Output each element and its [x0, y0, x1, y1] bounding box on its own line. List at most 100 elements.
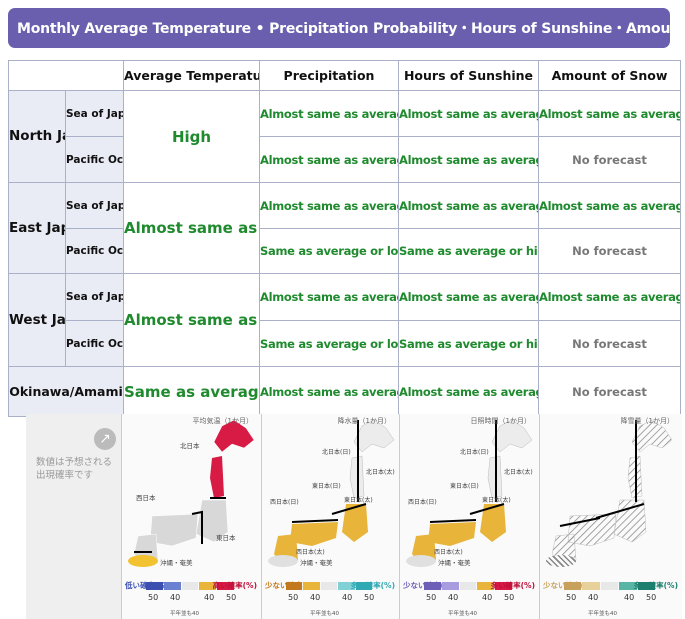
okinawa-marker — [268, 555, 298, 567]
east-pacific-shape — [480, 504, 506, 542]
region-border — [429, 420, 505, 523]
region-north-japan: North Japan — [8, 90, 66, 183]
legend-swatch — [181, 582, 199, 590]
legend-swatch — [564, 582, 582, 590]
col-average-temperature: Average Temperature — [123, 60, 260, 91]
map-title: 平均気温（1か月） — [192, 417, 253, 425]
legend-swatch — [146, 582, 163, 590]
side-label: Pacific Ocean Side — [65, 136, 124, 183]
legend-high: 多い確率(%) — [350, 581, 395, 590]
north-japan-precipitation: Almost same as average — [259, 90, 399, 137]
temperature-map: 平均気温（1か月） 北日本 東日本 西日本 沖縄・奄美 低い確率(%) 50 4… — [122, 414, 262, 619]
okinawa-marker — [406, 555, 436, 567]
tick-label: 40 — [448, 593, 459, 602]
sunshine-legend: 少ない確率(%) 50 40 40 50 多い確率(%) 平年並も40 — [400, 579, 539, 619]
legend-colorbar — [424, 582, 513, 590]
west-pacific-shape — [290, 522, 338, 546]
table-row: West Japan Sea of Japan Side Almost same… — [8, 273, 681, 367]
tick-label: 50 — [288, 593, 299, 602]
west-japan-snow: Almost same as average — [538, 273, 681, 321]
table-row: North Japan Sea of Japan Side High Almos… — [8, 90, 681, 183]
legend-high: 多い確率(%) — [490, 581, 535, 590]
okinawa-snow: No forecast — [538, 366, 681, 417]
legend-swatch — [199, 582, 217, 590]
legend-normal-note: 平年並も40 — [448, 611, 477, 617]
region-border — [134, 497, 226, 553]
map-label-north-j: 北日本(日) — [322, 448, 351, 456]
table-row: Pacific Ocean Side Almost same as averag… — [9, 136, 681, 183]
legend-swatch — [355, 582, 373, 590]
east-pacific-shape — [342, 504, 368, 542]
tick-label: 50 — [646, 593, 657, 602]
side-label: Sea of Japan Side — [65, 273, 124, 321]
map-label-north-p: 北日本(太) — [366, 468, 395, 476]
north-pacific-precipitation: Almost same as average — [259, 136, 399, 183]
banner-title: Monthly Average Temperature • Precipitat… — [17, 21, 670, 37]
map-label-west-j: 西日本(日) — [408, 498, 437, 506]
map-label-west-p: 西日本(太) — [434, 548, 463, 556]
legend-swatch — [495, 582, 512, 590]
north-shape — [631, 419, 673, 453]
legend-swatch — [637, 582, 656, 590]
west-pacific-precipitation: Same as average or low — [259, 320, 399, 367]
snow-map: 降雪量（1か月） 少ない確率(%) 50 40 — [540, 414, 682, 619]
map-note-text: 数値は予想される出現確率です — [36, 457, 113, 481]
expand-arrow-icon[interactable]: ↗ — [94, 428, 116, 450]
east-pacific-precipitation: Same as average or low — [259, 228, 399, 274]
legend-high: 高い確率(%) — [212, 581, 257, 590]
sunshine-map-svg: 北日本(日) 北日本(太) 東日本(日) 東日本(太) 西日本(日) 西日本(太… — [408, 419, 533, 566]
map-title: 降水量（1か月） — [337, 417, 391, 425]
east-temperature: Almost same as average — [123, 182, 260, 274]
west-pacific-sunshine: Same as average or high — [398, 320, 539, 367]
side-label: Pacific Ocean Side — [65, 320, 124, 367]
east-shape — [613, 499, 647, 543]
legend-normal-note: 平年並も40 — [310, 611, 339, 617]
north-japan-sunshine: Almost same as average — [398, 90, 539, 137]
tick-label: 40 — [204, 593, 215, 602]
tick-label: 50 — [226, 593, 237, 602]
header-row: Average Temperature Precipitation Hours … — [8, 60, 681, 91]
legend-swatch — [459, 582, 477, 590]
honshu-west-shape — [149, 513, 199, 547]
legend-swatch — [477, 582, 495, 590]
map-label-north-p: 北日本(太) — [504, 468, 533, 476]
side-label: Sea of Japan Side — [65, 182, 124, 229]
side-label: Sea of Japan Side — [65, 90, 124, 137]
tick-label: 40 — [342, 593, 353, 602]
legend-swatch — [338, 582, 355, 590]
table-row: Okinawa/Amami Same as average or high Al… — [8, 366, 681, 417]
snow-legend: 少ない確率(%) 50 40 40 50 多い確率(%) 平年並も40 — [540, 579, 682, 619]
legend-high: 多い確率(%) — [633, 581, 678, 590]
okinawa-label: 沖縄・奄美 — [300, 559, 333, 567]
tick-label: 50 — [566, 593, 577, 602]
okinawa-temperature: Same as average or high — [123, 366, 260, 417]
tick-label: 40 — [170, 593, 181, 602]
north-shape — [491, 419, 533, 453]
map-label-west-j: 西日本(日) — [270, 498, 299, 506]
okinawa-precipitation: Almost same as average — [259, 366, 399, 417]
precipitation-legend: 少ない確率(%) 50 40 40 50 多い確率(%) 平年並も40 — [262, 579, 399, 619]
tick-label: 50 — [504, 593, 515, 602]
sunshine-map: 日照時間（1か月） 北日本(日) 北日本(太) 東日本(日) 東日本(太) 西日… — [400, 414, 540, 619]
snow-map-svg — [551, 419, 673, 567]
forecast-title-banner: Monthly Average Temperature • Precipitat… — [8, 8, 670, 48]
legend-swatch — [286, 582, 303, 590]
region-border — [559, 420, 645, 527]
legend-swatch — [424, 582, 441, 590]
okinawa-marker — [546, 555, 576, 567]
map-label-north: 北日本 — [180, 441, 200, 450]
map-title: 日照時間（1か月） — [470, 417, 531, 425]
region-okinawa-amami: Okinawa/Amami — [8, 366, 124, 417]
legend-swatch — [320, 582, 338, 590]
tick-label: 40 — [482, 593, 493, 602]
north-pacific-snow: No forecast — [538, 136, 681, 183]
tick-label: 50 — [148, 593, 159, 602]
legend-swatch — [441, 582, 459, 590]
north-shape — [353, 419, 395, 453]
east-japan-precipitation: Almost same as average — [259, 182, 399, 229]
map-label-west-p: 西日本(太) — [296, 548, 325, 556]
okinawa-sunshine: Almost same as average — [398, 366, 539, 417]
probability-maps: ↗ 数値は予想される出現確率です 平均気温（1か月） 北日本 東日本 西日本 沖… — [26, 414, 682, 619]
legend-swatch — [217, 582, 234, 590]
legend-colorbar — [564, 582, 656, 590]
